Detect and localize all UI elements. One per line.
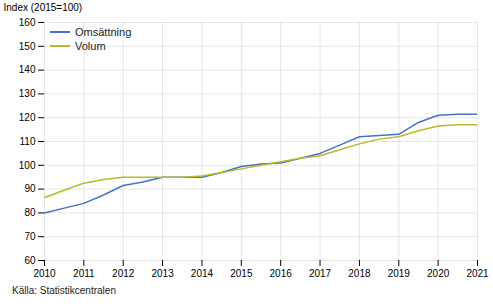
svg-text:2018: 2018 bbox=[348, 268, 371, 279]
svg-text:2015: 2015 bbox=[230, 268, 253, 279]
svg-text:110: 110 bbox=[20, 136, 36, 147]
svg-text:70: 70 bbox=[24, 231, 36, 242]
svg-text:2011: 2011 bbox=[73, 268, 95, 279]
svg-text:130: 130 bbox=[19, 88, 36, 99]
svg-text:2020: 2020 bbox=[427, 268, 450, 279]
svg-text:2012: 2012 bbox=[112, 268, 135, 279]
svg-text:Index (2015=100): Index (2015=100) bbox=[4, 2, 83, 13]
svg-text:2014: 2014 bbox=[191, 268, 214, 279]
svg-text:2017: 2017 bbox=[309, 268, 332, 279]
svg-text:100: 100 bbox=[19, 160, 36, 171]
svg-text:2019: 2019 bbox=[388, 268, 411, 279]
svg-text:2010: 2010 bbox=[33, 268, 56, 279]
svg-text:150: 150 bbox=[19, 41, 36, 52]
svg-text:140: 140 bbox=[19, 64, 36, 75]
svg-text:2021: 2021 bbox=[466, 268, 489, 279]
html-text:Omsättning: Omsättning bbox=[75, 26, 132, 38]
svg-text:2016: 2016 bbox=[270, 268, 293, 279]
svg-text:160: 160 bbox=[19, 17, 36, 28]
html-text:Källa: Statistikcentralen: Källa: Statistikcentralen bbox=[12, 285, 116, 296]
svg-text:80: 80 bbox=[24, 207, 36, 218]
svg-text:90: 90 bbox=[24, 183, 36, 194]
svg-text:120: 120 bbox=[19, 112, 36, 123]
html-text:Volum: Volum bbox=[75, 40, 106, 52]
svg-text:60: 60 bbox=[24, 255, 36, 266]
svg-text:2013: 2013 bbox=[151, 268, 174, 279]
